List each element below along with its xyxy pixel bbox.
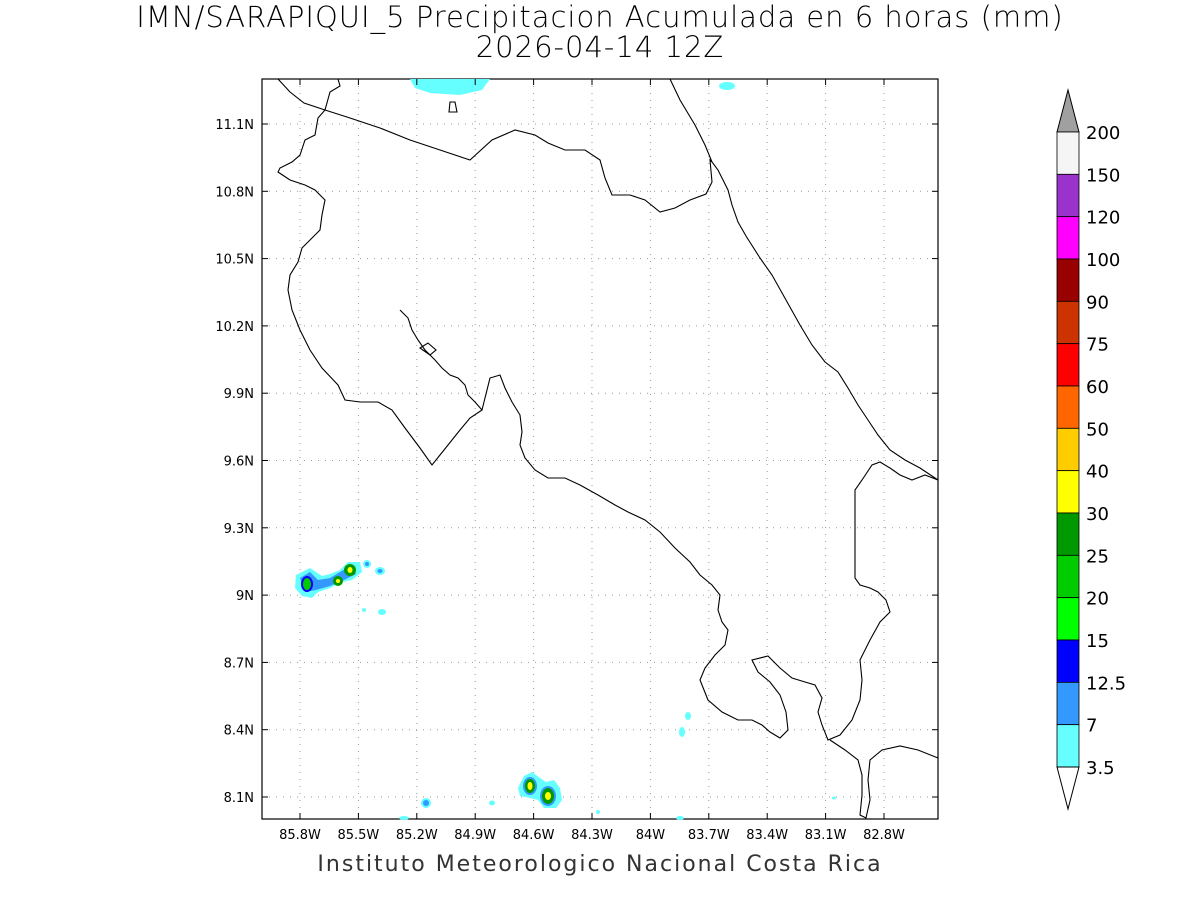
lat-tick-label: 10.8N [215, 185, 254, 200]
coastline [277, 78, 939, 819]
precip-area-e2 [685, 712, 691, 720]
title-line-1: IMN/SARAPIQUI_5 Precipitacion Acumulada … [136, 0, 1064, 34]
colorbar-level-label: 20 [1086, 589, 1109, 610]
colorbar-level-label: 60 [1086, 377, 1109, 398]
colorbar-level-label: 150 [1086, 165, 1120, 186]
precip-area-w4-7mm [377, 569, 383, 573]
colorbar-level-label: 200 [1086, 123, 1120, 144]
plot-frame [261, 78, 939, 820]
pacific-coast [481, 374, 939, 741]
colorbar-swatch [1056, 258, 1080, 302]
colorbar-level-label: 50 [1086, 419, 1109, 440]
colorbar-level-label: 12.5 [1086, 673, 1126, 694]
nicaragua-border [277, 78, 713, 213]
lon-tick-label: 83.4W [746, 828, 788, 843]
caribbean-coast [669, 78, 939, 481]
precip-core-w3-yellow [347, 567, 353, 573]
precip-area-e1 [679, 727, 685, 737]
precip-core-s1-yellow [527, 782, 533, 790]
lon-tick-label: 85.8W [279, 828, 321, 843]
colorbar-level-label: 100 [1086, 250, 1120, 271]
lon-tick-label: 83.1W [805, 828, 847, 843]
lon-tick-label: 83.7W [688, 828, 730, 843]
colorbar-swatch [1056, 512, 1080, 556]
lat-tick-label: 8.4N [224, 724, 254, 739]
gulf-island [419, 342, 437, 356]
precip-area-north-east [719, 82, 735, 90]
lat-tick-label: 9.9N [224, 387, 254, 402]
panama-border [829, 739, 939, 819]
precip-cluster-west-7mm [300, 565, 356, 592]
grid-lines [262, 79, 938, 819]
precip-area-s7 [676, 816, 684, 820]
footer-credit: Instituto Meteorologico Nacional Costa R… [317, 852, 883, 877]
precip-area-s5 [596, 810, 600, 814]
lat-tick-label: 8.1N [224, 791, 254, 806]
colorbar-level-label: 3.5 [1086, 758, 1115, 779]
colorbar-swatch [1056, 173, 1080, 218]
precip-area-w5-7mm [365, 562, 369, 566]
lat-tick-label: 8.7N [224, 656, 254, 671]
colorbar-swatch [1056, 216, 1080, 260]
colorbar: 200 150 120 100 90 75 60 50 40 30 25 20 15 12.5 7 3.5 [1056, 88, 1126, 811]
colorbar-swatch [1056, 427, 1080, 472]
colorbar-under-triangle [1056, 766, 1080, 811]
axis-ticks: 85.8W 85.5W 85.2W 84.9W 84.6W 84.3W 84W 83.7W 83… [215, 79, 938, 843]
colorbar-swatch [1056, 470, 1080, 514]
colorbar-swatch [1056, 681, 1080, 726]
colorbar-swatch [1056, 300, 1080, 345]
precip-area-e3 [832, 796, 836, 800]
precipitation-field [295, 79, 836, 820]
colorbar-swatch [1056, 597, 1080, 641]
lon-tick-label: 84.6W [513, 828, 555, 843]
colorbar-level-label: 75 [1086, 335, 1109, 356]
colorbar-level-label: 30 [1086, 504, 1109, 525]
precip-area-north [410, 79, 490, 95]
colorbar-level-label: 25 [1086, 546, 1109, 567]
title-line-2: 2026-04-14 12Z [475, 30, 725, 64]
colorbar-swatch [1056, 385, 1080, 429]
lon-tick-label: 84.9W [454, 828, 496, 843]
colorbar-over-triangle [1056, 88, 1080, 133]
lon-tick-label: 84W [636, 828, 666, 843]
nicoya-coast [277, 78, 483, 466]
colorbar-level-label: 90 [1086, 292, 1109, 313]
lake-island [448, 101, 458, 113]
lat-tick-label: 9.6N [224, 455, 254, 470]
precip-core-w1-green [303, 578, 311, 590]
lat-tick-label: 11.1N [215, 118, 254, 133]
lat-tick-label: 9N [236, 589, 254, 604]
lon-tick-label: 82.8W [863, 828, 905, 843]
precip-core-s2-yellow [545, 792, 551, 800]
lon-tick-label: 85.5W [337, 828, 379, 843]
precip-area-s4 [489, 800, 495, 806]
colorbar-level-label: 40 [1086, 462, 1109, 483]
lat-tick-label: 10.5N [215, 253, 254, 268]
colorbar-swatch [1056, 554, 1080, 599]
precip-area-s3-7mm [423, 800, 429, 806]
colorbar-level-label: 7 [1086, 716, 1097, 737]
colorbar-swatch [1056, 639, 1080, 683]
lon-tick-label: 85.2W [396, 828, 438, 843]
lon-tick-label: 84.3W [571, 828, 613, 843]
precip-area-w6 [378, 609, 386, 615]
lat-tick-label: 9.3N [224, 522, 254, 537]
colorbar-swatch [1056, 131, 1080, 175]
colorbar-swatch [1056, 724, 1080, 768]
map-title: IMN/SARAPIQUI_5 Precipitacion Acumulada … [0, 2, 1200, 62]
precip-area-w7 [362, 608, 366, 612]
colorbar-swatch [1056, 343, 1080, 387]
colorbar-level-label: 15 [1086, 631, 1109, 652]
colorbar-level-label: 120 [1086, 208, 1120, 229]
precip-core-w2-yellow [336, 579, 340, 583]
lat-tick-label: 10.2N [215, 320, 254, 335]
precip-area-s6 [399, 816, 409, 820]
